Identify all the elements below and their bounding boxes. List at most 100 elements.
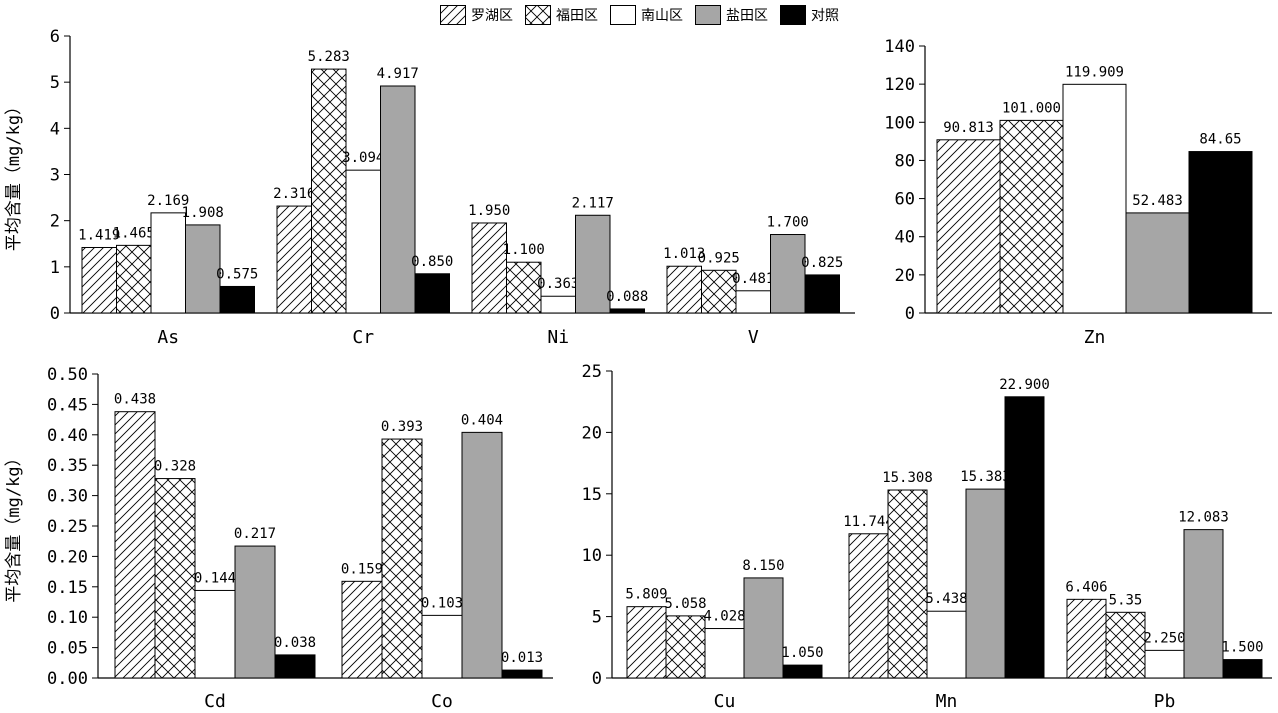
bar-Cu-罗湖区	[626, 606, 667, 679]
chart-panel-bottom-left: 0.00 0.05 0.10 0.15 0.20 0.25 0.30 0.35 0.40 0.45…	[4, 365, 553, 712]
data-label: 5.058	[664, 596, 706, 612]
bar-V-福田区	[701, 269, 737, 314]
bar-V-南山区	[735, 290, 771, 314]
data-label: 0.850	[411, 254, 453, 270]
x-tick-label: As	[157, 327, 179, 348]
data-label: 0.393	[381, 419, 423, 435]
bar-Ni-对照	[609, 308, 645, 314]
bar-As-对照	[219, 285, 255, 314]
data-label: 0.013	[501, 650, 543, 666]
bar-Cd-福田区	[154, 478, 196, 679]
y-tick-label: 3	[50, 166, 60, 186]
data-label: 1.700	[767, 215, 809, 231]
y-tick-label: 0	[50, 304, 60, 324]
bar-Pb-对照	[1222, 659, 1263, 679]
bar-Co-南山区	[421, 614, 463, 679]
y-tick-label: 1	[50, 258, 60, 278]
y-tick-label: 0.30	[47, 487, 88, 507]
bar-Co-福田区	[381, 438, 423, 679]
data-label: 2.250	[1143, 630, 1185, 646]
y-tick-label: 5	[592, 608, 602, 628]
y-tick-label: 0.20	[47, 547, 88, 567]
data-label: 0.217	[234, 526, 276, 542]
data-label: 0.925	[698, 250, 740, 266]
bar-Cd-罗湖区	[114, 411, 156, 679]
data-label: 0.825	[801, 255, 843, 271]
bar-As-福田区	[116, 244, 152, 314]
bar-Cu-南山区	[704, 628, 745, 679]
data-label: 2.169	[147, 193, 189, 209]
data-label: 1.465	[113, 225, 155, 241]
data-label: 0.404	[461, 412, 503, 428]
data-label: 11.744	[843, 514, 894, 530]
data-label: 5.809	[625, 587, 667, 603]
y-tick-label: 0	[905, 304, 915, 324]
data-label: 1.013	[663, 246, 705, 262]
y-axis-title: 平均含量（mg/kg）	[4, 449, 24, 602]
data-label: 101.000	[1002, 100, 1061, 116]
y-tick-label: 0.40	[47, 426, 88, 446]
data-label: 5.35	[1109, 592, 1143, 608]
bar-Zn-南山区	[1062, 83, 1127, 314]
y-tick-label: 0.00	[47, 669, 88, 689]
legend-label: 对照	[811, 8, 839, 24]
y-tick-label: 40	[895, 228, 915, 248]
legend: 罗湖区 福田区 南山区 盐田区 对照	[440, 3, 851, 27]
bar-Pb-罗湖区	[1066, 598, 1107, 679]
legend-swatch	[525, 5, 551, 25]
data-label: 0.575	[216, 266, 258, 282]
x-tick-label: Cd	[204, 691, 226, 712]
legend-swatch	[780, 5, 806, 25]
y-tick-label: 20	[582, 423, 602, 443]
y-tick-label: 60	[895, 190, 915, 210]
bar-Cr-南山区	[345, 169, 381, 314]
y-tick-label: 5	[50, 73, 60, 93]
data-label: 0.438	[114, 392, 156, 408]
y-tick-label: 0.35	[47, 456, 88, 476]
bar-V-对照	[804, 274, 840, 314]
x-tick-label: V	[748, 327, 759, 348]
bar-V-盐田区	[770, 234, 806, 314]
data-label: 84.65	[1199, 132, 1241, 148]
bar-Co-盐田区	[461, 431, 503, 679]
y-axis-title: 平均含量（mg/kg）	[4, 98, 24, 251]
bar-Cd-盐田区	[234, 545, 276, 679]
bar-As-南山区	[150, 212, 186, 314]
y-tick-label: 25	[582, 362, 602, 382]
legend-item: 盐田区	[695, 5, 768, 25]
y-tick-label: 100	[884, 113, 915, 133]
x-tick-label: Cu	[714, 691, 736, 712]
bar-Cu-盐田区	[743, 577, 784, 679]
bar-Cd-对照	[274, 654, 316, 679]
bar-Cu-对照	[782, 664, 823, 679]
bar-Cd-南山区	[194, 589, 236, 679]
data-label: 1.050	[781, 645, 823, 661]
bar-As-罗湖区	[81, 246, 117, 314]
y-tick-label: 4	[50, 119, 60, 139]
data-label: 22.900	[999, 377, 1050, 393]
data-label: 3.094	[342, 150, 384, 166]
x-tick-label: Cr	[352, 327, 374, 348]
y-tick-label: 0.15	[47, 578, 88, 598]
x-tick-label: Zn	[1084, 327, 1106, 348]
data-label: 8.150	[742, 558, 784, 574]
legend-swatch	[695, 5, 721, 25]
bar-Mn-对照	[1004, 396, 1045, 679]
legend-swatch	[440, 5, 466, 25]
bar-Cr-盐田区	[380, 85, 416, 314]
data-label: 0.481	[732, 271, 774, 287]
x-tick-label: Mn	[936, 691, 958, 712]
chart-panel-top-right: 0 20 40 60 80 100 120 140 90.813 101.000 119.909 52…	[884, 37, 1272, 348]
legend-item: 对照	[780, 5, 839, 25]
legend-item: 南山区	[610, 5, 683, 25]
legend-label: 罗湖区	[471, 8, 513, 24]
y-tick-label: 0.10	[47, 608, 88, 628]
data-label: 2.117	[572, 195, 614, 211]
legend-label: 福田区	[556, 8, 598, 24]
data-label: 4.028	[703, 609, 745, 625]
y-tick-label: 6	[50, 27, 60, 47]
data-label: 0.363	[537, 276, 579, 292]
data-label: 0.328	[154, 459, 196, 475]
data-label: 0.144	[194, 570, 236, 586]
